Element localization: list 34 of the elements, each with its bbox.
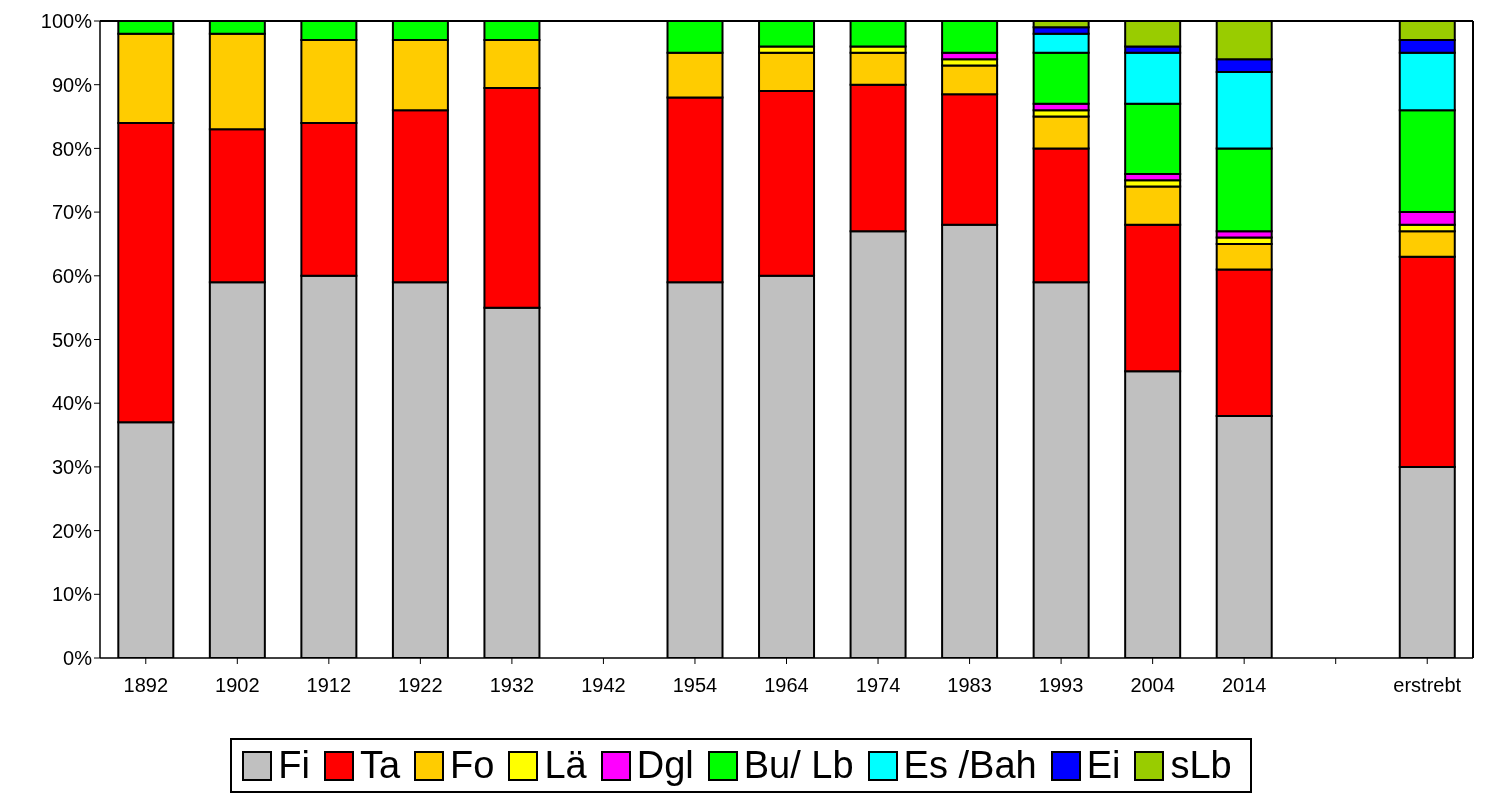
x-tick-label: 1983 — [947, 674, 992, 697]
x-tick-label: 1993 — [1038, 674, 1084, 697]
x-tick-label: erstrebt — [1393, 674, 1462, 697]
x-tick-label: 1902 — [215, 674, 260, 697]
y-tick-label: 90% — [51, 73, 93, 96]
x-tick-label: 2014 — [1221, 674, 1267, 697]
y-tick-label: 20% — [51, 519, 93, 542]
x-tick-label: 1974 — [855, 674, 901, 697]
legend-label: Dgl — [635, 744, 694, 787]
legend-label: sLb — [1169, 744, 1232, 787]
x-tick-label: 1942 — [581, 674, 626, 697]
legend-label: Bu/ Lb — [742, 744, 854, 787]
y-tick-label: 70% — [51, 201, 93, 224]
y-tick-label: 30% — [51, 456, 93, 478]
legend-label: Fi — [277, 744, 310, 787]
x-tick-label: 1954 — [672, 674, 718, 697]
x-tick-label: 2004 — [1130, 674, 1175, 697]
x-tick-label: 1964 — [764, 674, 809, 697]
y-tick-label: 80% — [51, 137, 93, 160]
y-tick-label: 60% — [51, 264, 93, 287]
x-tick-label: 1932 — [489, 674, 535, 697]
y-tick-label: 10% — [51, 583, 93, 606]
legend-label: Lä — [543, 744, 587, 787]
legend-label: Ta — [358, 744, 401, 787]
x-tick-label: 1922 — [398, 674, 443, 697]
y-tick-label: 40% — [51, 392, 93, 415]
y-tick-label: 100% — [40, 10, 93, 33]
legend-label: Fo — [449, 744, 495, 787]
x-tick-label: 1892 — [123, 674, 169, 697]
x-tick-label: 1912 — [306, 674, 352, 697]
y-tick-label: 50% — [51, 328, 93, 351]
y-tick-label: 0% — [63, 647, 93, 670]
legend-label: Es /Bah — [902, 744, 1037, 787]
legend-label: Ei — [1085, 744, 1121, 787]
